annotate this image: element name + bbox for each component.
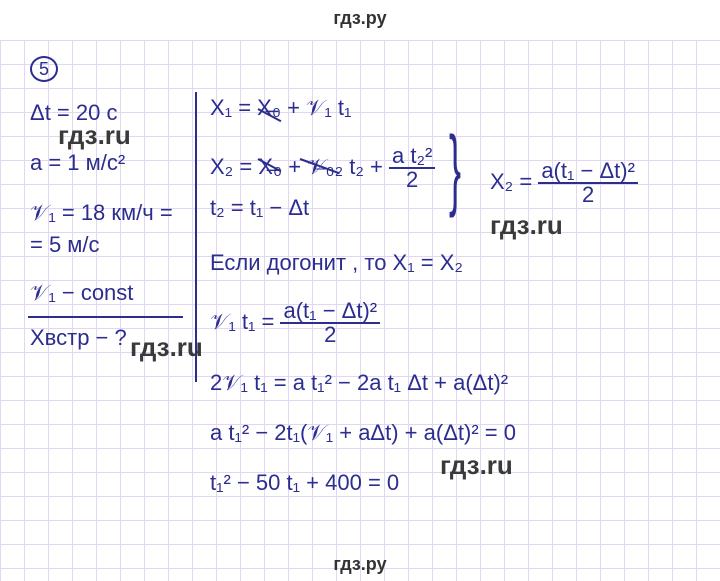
work-eq1: 𝒱₁ t₁ = a(t₁ − Δt)² 2 (210, 300, 380, 346)
work-x2r-den: 2 (538, 184, 638, 206)
given-v1b: = 5 м/с (30, 232, 100, 258)
given-v1const: 𝒱₁ − const (30, 280, 133, 306)
work-x2-num: a t₂² (389, 145, 435, 169)
work-x2-lhs: X₂ = X̶₀ + 𝒱̶₀₂ t₂ + (210, 154, 383, 179)
work-eq1-den: 2 (280, 324, 380, 346)
work-x2r-num: a(t₁ − Δt)² (538, 160, 638, 184)
work-eq1-frac: a(t₁ − Δt)² 2 (280, 300, 380, 346)
work-x2r-frac: a(t₁ − Δt)² 2 (538, 160, 638, 206)
work-eq1-num: a(t₁ − Δt)² (280, 300, 380, 324)
watermark-2: гдз.ru (490, 210, 563, 241)
work-eq2: 2𝒱₁ t₁ = a t₁² − 2a t₁ Δt + a(Δt)² (210, 370, 508, 396)
work-x1: X₁ = X̶₀ + 𝒱₁ t₁ (210, 95, 351, 121)
given-divider (28, 316, 183, 318)
page-footer: гдз.ру (0, 554, 720, 575)
brace-icon: } (449, 118, 461, 221)
work-t2: t₂ = t₁ − Δt (210, 195, 309, 221)
given-a: a = 1 м/c² (30, 150, 125, 176)
work-x2r-lhs: X₂ = (490, 169, 532, 194)
work-eq3: a t₁² − 2t₁(𝒱₁ + aΔt) + a(Δt)² = 0 (210, 420, 516, 446)
page-header: гдз.ру (0, 8, 720, 29)
work-eq1-lhs: 𝒱₁ t₁ = (210, 309, 274, 334)
work-eq4: t₁² − 50 t₁ + 400 = 0 (210, 470, 399, 496)
problem-number-circle: 5 (30, 56, 58, 82)
watermark-3: гдз.ru (130, 332, 203, 363)
work-cond: Если догонит , то X₁ = X₂ (210, 250, 463, 276)
problem-number: 5 (39, 59, 49, 79)
watermark-4: гдз.ru (440, 450, 513, 481)
given-v1: 𝒱₁ = 18 км/ч = (30, 200, 173, 226)
work-x2-den: 2 (389, 169, 435, 191)
work-x2-frac: a t₂² 2 (389, 145, 435, 191)
given-find: Xвстр − ? (30, 325, 127, 351)
work-x2-result: X₂ = a(t₁ − Δt)² 2 (490, 160, 638, 206)
watermark-1: гдз.ru (58, 120, 131, 151)
